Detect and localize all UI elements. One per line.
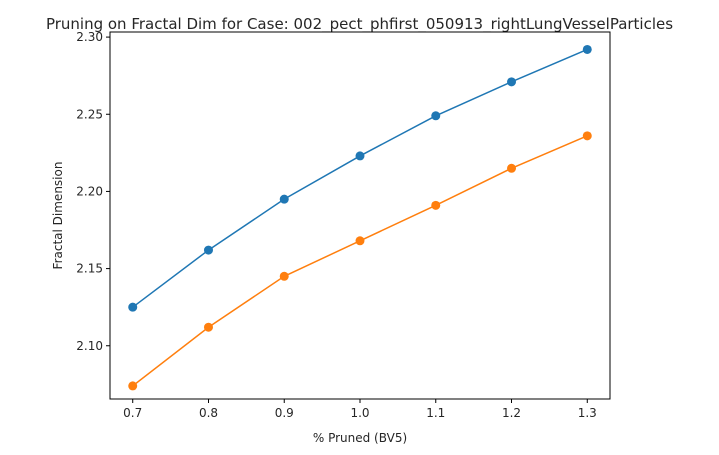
- series-1-point: [355, 151, 365, 161]
- x-axis-label: % Pruned (BV5): [313, 431, 407, 445]
- x-tick-label: 1.0: [350, 406, 369, 420]
- series-1-line: [132, 48, 588, 308]
- y-tick-label: 2.10: [76, 339, 103, 353]
- chart-title: Pruning on Fractal Dim for Case: 002_pec…: [46, 15, 673, 34]
- series-layer: [128, 44, 592, 391]
- x-tick-label: 1.1: [426, 406, 445, 420]
- series-1-point: [279, 194, 289, 204]
- y-axis: 2.10 2.15 2.20 2.25 2.30: [76, 30, 110, 353]
- series-2-point: [507, 163, 517, 173]
- y-tick-label: 2.20: [76, 184, 103, 198]
- y-tick-label: 2.25: [76, 107, 103, 121]
- series-1-point: [507, 77, 517, 87]
- series-2-point: [355, 236, 365, 246]
- x-tick-label: 0.9: [275, 406, 294, 420]
- series-1-point: [203, 245, 213, 255]
- series-1-point: [431, 111, 441, 121]
- x-tick-label: 0.8: [199, 406, 218, 420]
- series-2-point: [128, 381, 138, 391]
- y-tick-label: 2.15: [76, 262, 103, 276]
- x-axis: 0.7 0.8 0.9 1.0 1.1 1.2 1.3: [123, 399, 597, 420]
- series-2-point: [279, 271, 289, 281]
- series-2-line: [132, 135, 588, 387]
- x-tick-label: 0.7: [123, 406, 142, 420]
- plot-frame: [109, 31, 611, 400]
- series-1-point: [128, 302, 138, 312]
- y-axis-label: Fractal Dimension: [51, 162, 65, 270]
- series-2-point: [582, 131, 592, 141]
- series-2-point: [431, 200, 441, 210]
- y-tick-label: 2.30: [76, 30, 103, 44]
- series-1-point: [582, 44, 592, 54]
- x-tick-label: 1.2: [502, 406, 521, 420]
- series-2-point: [203, 322, 213, 332]
- x-tick-label: 1.3: [578, 406, 597, 420]
